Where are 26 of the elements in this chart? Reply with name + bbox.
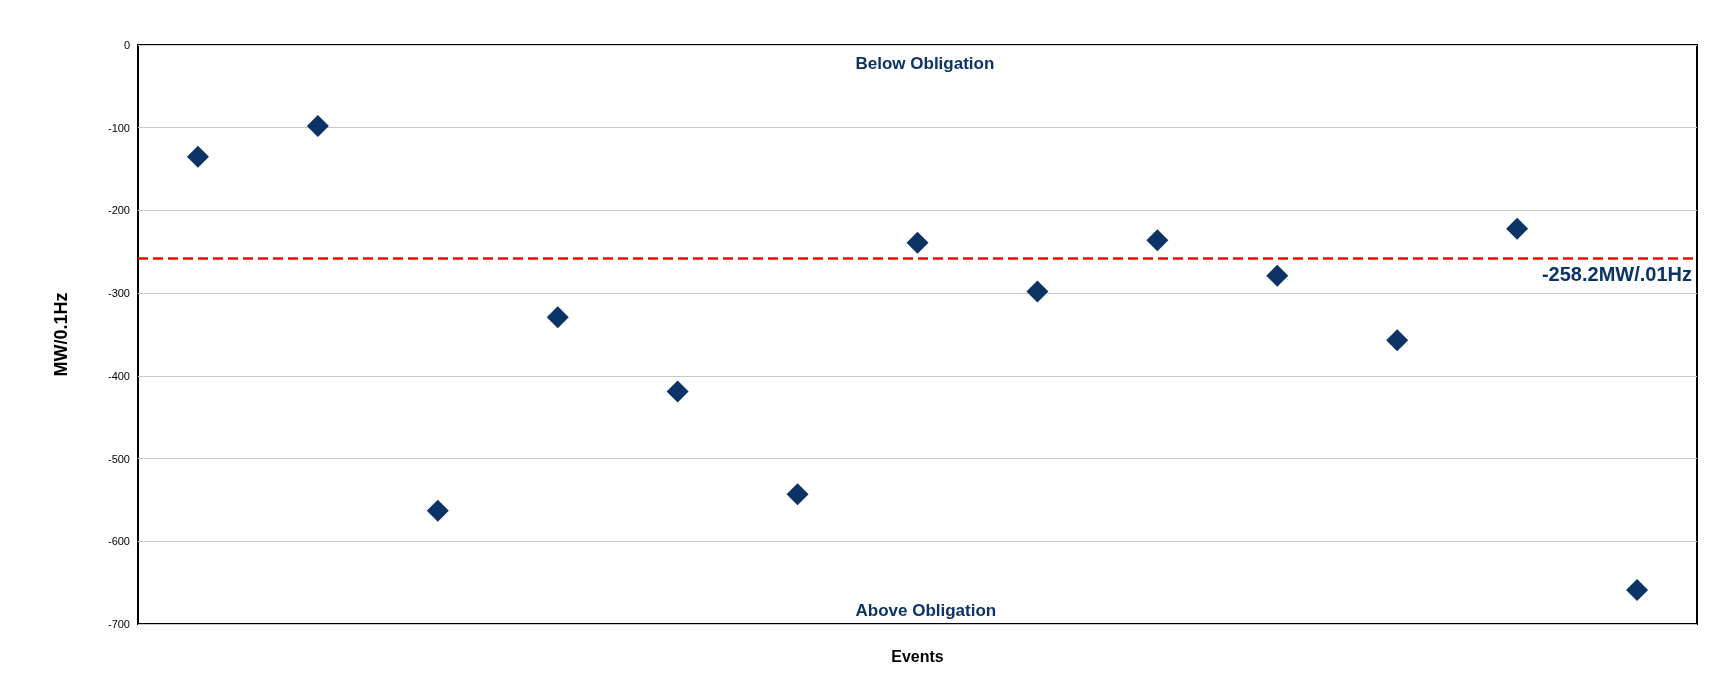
point: [1506, 217, 1529, 240]
y-tick-label: -700: [107, 618, 130, 630]
y-tick-label: -500: [107, 452, 130, 465]
point: [186, 145, 209, 168]
point: [546, 306, 569, 329]
y-tick-label: -100: [107, 121, 130, 134]
point: [306, 115, 329, 138]
point: [1266, 264, 1289, 287]
y-tick-label: -400: [107, 369, 130, 382]
x-axis-title: Events: [891, 647, 944, 665]
y-tick-label: -300: [107, 287, 130, 300]
y-axis-title: MW/0.1Hz: [51, 292, 71, 377]
point: [666, 380, 689, 403]
y-tick-label: 0: [123, 39, 130, 51]
y-tick-label: -200: [107, 204, 130, 217]
annotation: Below Obligation: [855, 54, 995, 73]
point: [906, 231, 929, 254]
point: [1026, 280, 1049, 303]
annotation: Above Obligation: [855, 601, 997, 620]
ref-line-label: -258.2MW/.01Hz: [1541, 262, 1692, 285]
point: [786, 483, 809, 506]
point: [1626, 579, 1649, 602]
point: [1146, 229, 1169, 252]
point: [1386, 329, 1409, 352]
y-tick-label: -600: [107, 535, 130, 548]
point: [426, 499, 449, 522]
